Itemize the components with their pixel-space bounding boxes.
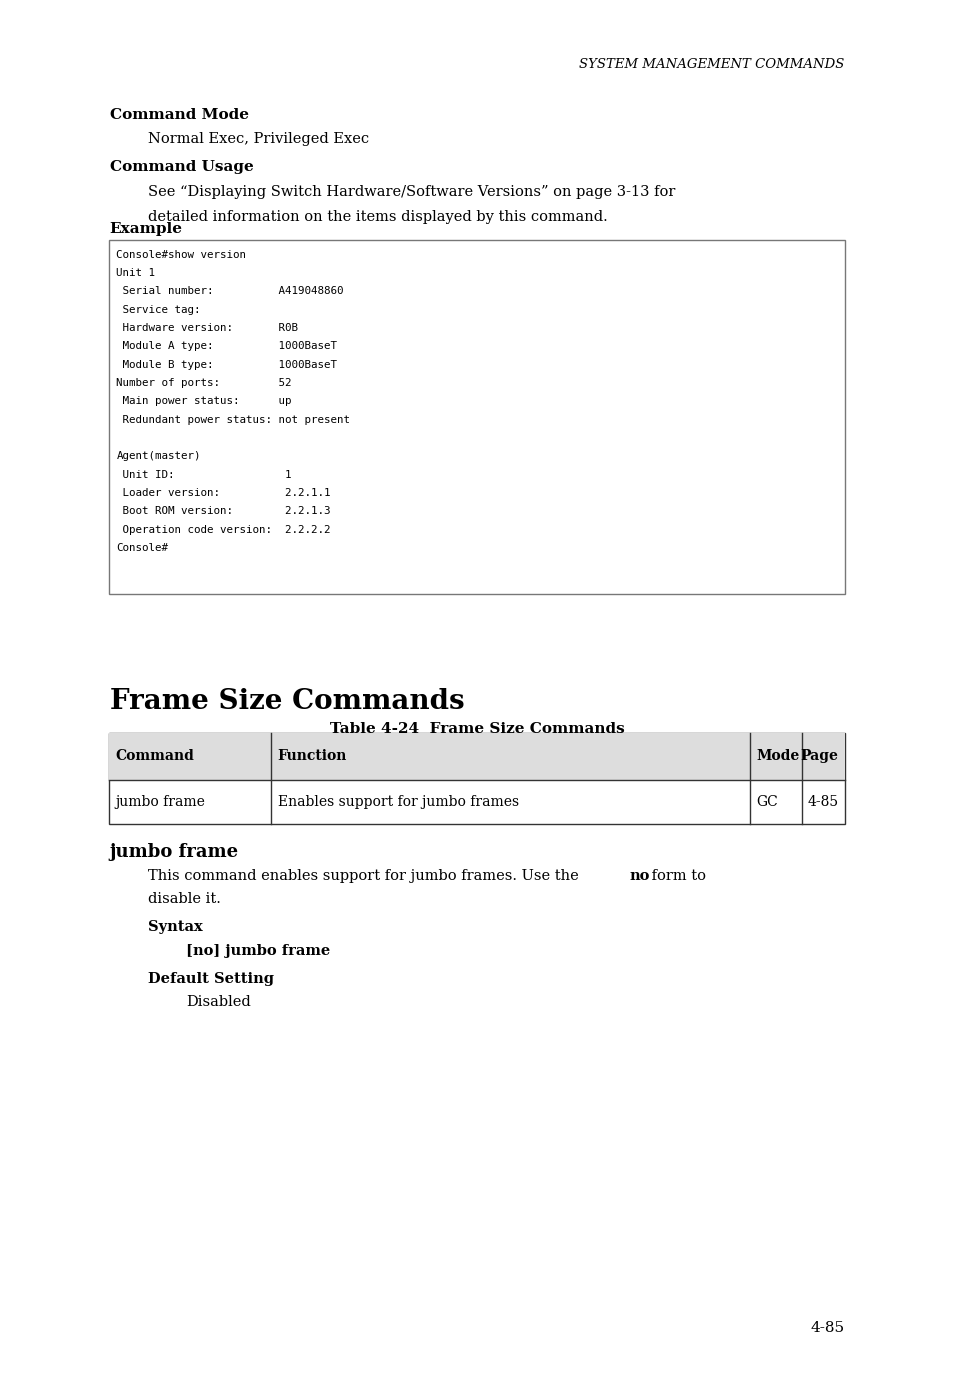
Text: Module A type:          1000BaseT: Module A type: 1000BaseT [116,341,337,351]
Text: Unit ID:                 1: Unit ID: 1 [116,469,292,480]
Text: Default Setting: Default Setting [148,972,274,985]
Text: Disabled: Disabled [186,995,251,1009]
Text: Page: Page [800,750,838,763]
Text: Command Usage: Command Usage [110,160,253,174]
Text: jumbo frame: jumbo frame [115,795,205,809]
Text: Unit 1: Unit 1 [116,268,155,278]
Text: Command Mode: Command Mode [110,108,249,122]
Text: Number of ports:         52: Number of ports: 52 [116,378,292,389]
Text: Function: Function [277,750,347,763]
Bar [109,240,844,594]
Text: jumbo frame: jumbo frame [110,843,238,861]
Text: Console#: Console# [116,543,169,552]
Text: GC: GC [756,795,778,809]
Text: Agent(master): Agent(master) [116,451,201,461]
Text: Table 4-24  Frame Size Commands: Table 4-24 Frame Size Commands [330,722,623,736]
Text: detailed information on the items displayed by this command.: detailed information on the items displa… [148,210,607,223]
Text: Redundant power status: not present: Redundant power status: not present [116,415,350,425]
Text: Boot ROM version:        2.2.1.3: Boot ROM version: 2.2.1.3 [116,507,331,516]
Text: 4-85: 4-85 [809,1321,843,1335]
Text: disable it.: disable it. [148,892,220,906]
Bar [109,733,844,824]
Text: Example: Example [110,222,183,236]
Text: Enables support for jumbo frames: Enables support for jumbo frames [277,795,518,809]
Text: form to: form to [647,869,706,883]
Text: Module B type:          1000BaseT: Module B type: 1000BaseT [116,359,337,369]
Text: Hardware version:       R0B: Hardware version: R0B [116,323,298,333]
Bar [109,733,844,780]
Text: 4-85: 4-85 [806,795,838,809]
Text: Mode: Mode [756,750,799,763]
Text: Frame Size Commands: Frame Size Commands [110,688,464,715]
Text: See “Displaying Switch Hardware/Software Versions” on page 3-13 for: See “Displaying Switch Hardware/Software… [148,185,675,198]
Text: Syntax: Syntax [148,920,202,934]
Text: Main power status:      up: Main power status: up [116,397,292,407]
Text: Normal Exec, Privileged Exec: Normal Exec, Privileged Exec [148,132,369,146]
Text: no: no [628,869,649,883]
Text: Console#show version: Console#show version [116,250,246,260]
Text: Operation code version:  2.2.2.2: Operation code version: 2.2.2.2 [116,525,331,534]
Text: This command enables support for jumbo frames. Use the: This command enables support for jumbo f… [148,869,582,883]
Text: Loader version:          2.2.1.1: Loader version: 2.2.1.1 [116,489,331,498]
Text: [no] jumbo frame: [no] jumbo frame [186,944,330,958]
Text: Service tag:: Service tag: [116,305,201,315]
Text: Command: Command [115,750,194,763]
Text: SYSTEM MANAGEMENT COMMANDS: SYSTEM MANAGEMENT COMMANDS [578,58,843,71]
Text: Serial number:          A419048860: Serial number: A419048860 [116,286,343,297]
